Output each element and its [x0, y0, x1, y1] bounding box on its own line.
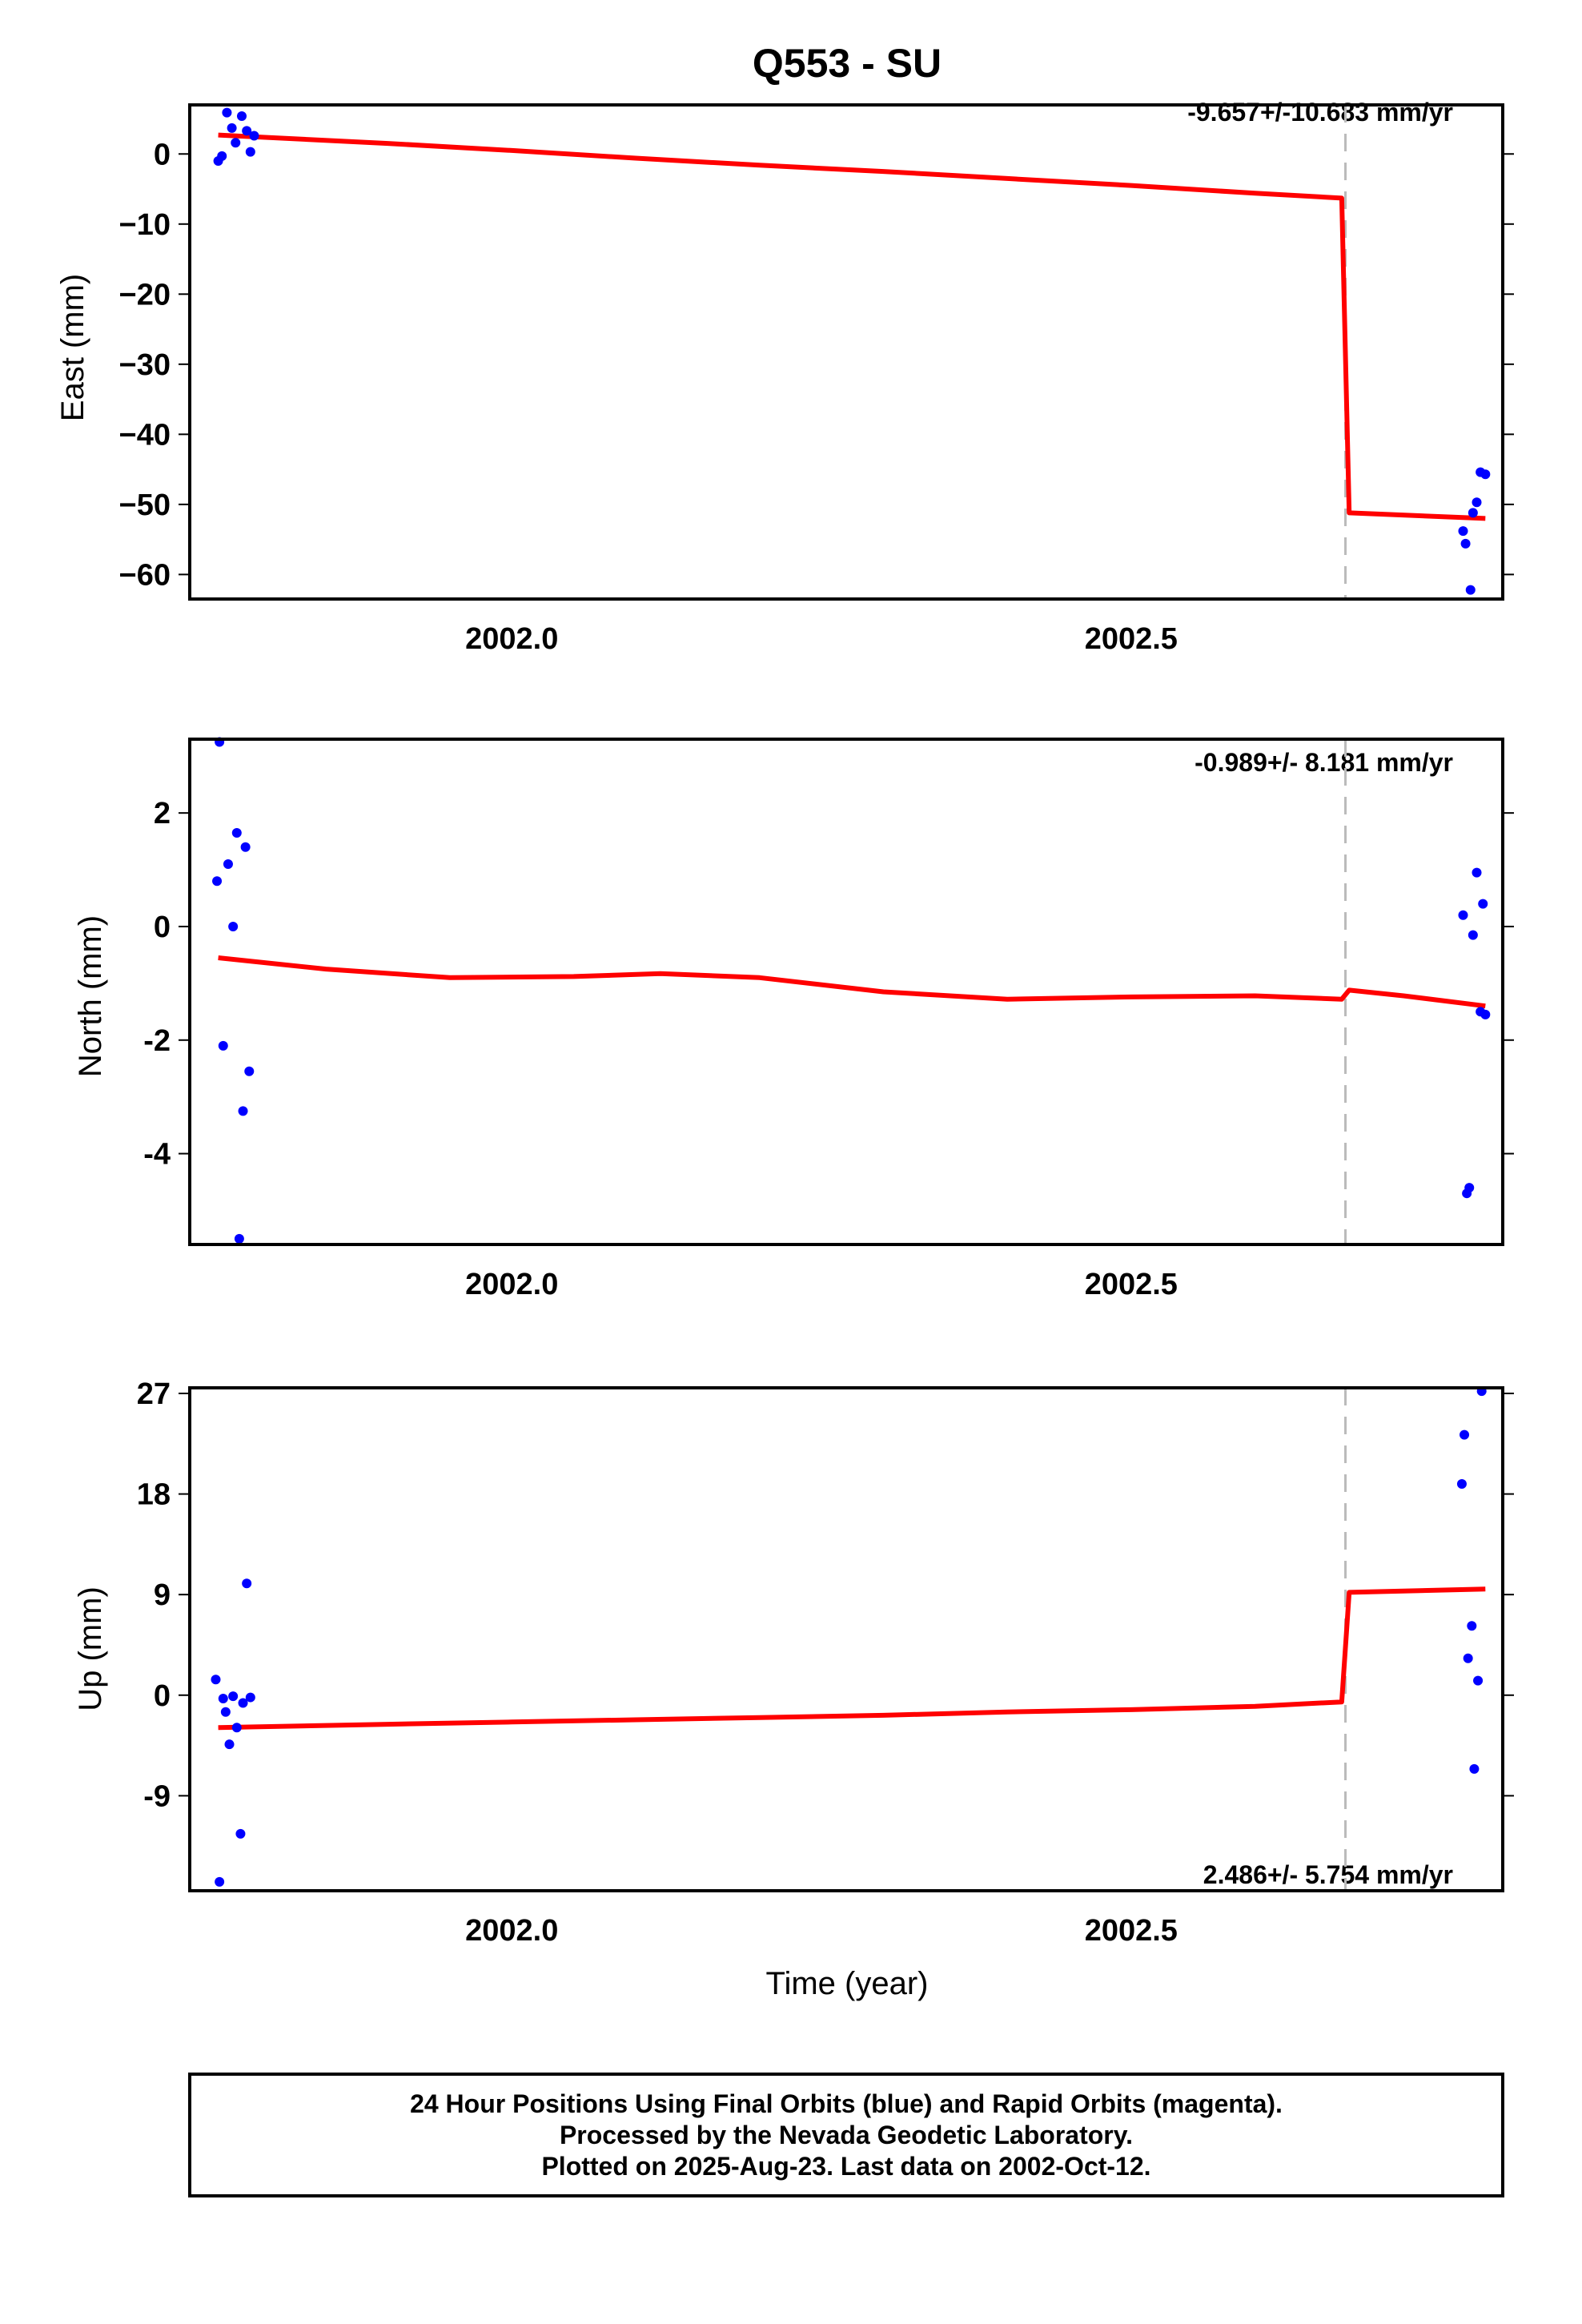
north-data-point — [1478, 899, 1488, 909]
north-data-point — [231, 827, 242, 838]
east-data-point — [245, 147, 255, 157]
footer-frame — [188, 2073, 1504, 2197]
footer-line-2: Processed by the Nevada Geodetic Laborat… — [560, 2121, 1133, 2149]
up-fit-line — [218, 1586, 1486, 1731]
up-data-point — [211, 1675, 221, 1685]
up-data-point — [238, 1698, 248, 1708]
up-data-point — [245, 1692, 255, 1703]
x-axis-label: Time (year) — [766, 1966, 929, 2001]
east-y-tick-label: −20 — [119, 278, 171, 312]
north-x-tick-label: 2002.5 — [1085, 1268, 1178, 1301]
north-data-point — [228, 921, 239, 931]
y-axis-label-north: North (mm) — [73, 915, 108, 1077]
up-data-point — [1456, 1479, 1467, 1490]
up-data-point — [235, 1828, 246, 1839]
north-y-tick-label: -2 — [143, 1024, 171, 1058]
east-data-point — [242, 126, 252, 136]
east-data-point — [217, 151, 227, 161]
panel-north: North (mm) -0.989+/- 8.181 mm/yr 2002.0 2… — [73, 737, 1514, 1301]
east-y-tick-label: −30 — [119, 348, 171, 382]
plot-area-north: 2002.0 2002.5 2 0 -2 -4 — [143, 737, 1514, 1301]
up-data-point — [1463, 1653, 1473, 1663]
rate-label-north: -0.989+/- 8.181 mm/yr — [1195, 748, 1453, 777]
up-data-point — [1473, 1675, 1484, 1686]
north-data-point — [1468, 930, 1478, 940]
east-plot-frame — [188, 103, 1504, 601]
north-data-point — [240, 842, 251, 852]
plot-area-east: 2002.0 2002.5 0 −10 −20 −30 −40 −50 −60 — [119, 103, 1514, 656]
east-data-point — [222, 107, 232, 118]
north-data-point — [1480, 1009, 1491, 1019]
east-data-point — [1472, 497, 1482, 508]
east-y-tick-label: −60 — [119, 558, 171, 592]
east-data-point — [1465, 585, 1476, 595]
north-data-point — [218, 1040, 228, 1051]
up-y-tick-label: 9 — [154, 1578, 171, 1612]
up-y-tick-label: 27 — [137, 1377, 171, 1411]
up-plot-frame — [188, 1386, 1504, 1892]
east-y-tick-label: 0 — [154, 138, 171, 171]
north-data-point — [223, 858, 233, 869]
up-y-tick-label: -9 — [143, 1779, 171, 1813]
east-fit-line — [218, 132, 1486, 521]
east-y-tick-label: −50 — [119, 489, 171, 522]
east-data-point — [1468, 508, 1478, 518]
north-data-point — [1458, 910, 1468, 920]
rate-label-east: -9.657+/-10.683 mm/yr — [1187, 98, 1453, 127]
north-y-tick-label: 2 — [154, 797, 171, 830]
east-data-point — [236, 111, 247, 122]
east-data-point — [1480, 469, 1491, 480]
up-data-point — [1467, 1621, 1477, 1631]
chart-title: Q553 - SU — [753, 41, 942, 86]
east-y-tick-label: −10 — [119, 208, 171, 242]
rate-label-up: 2.486+/- 5.754 mm/yr — [1203, 1860, 1453, 1889]
east-x-tick-label: 2002.5 — [1085, 622, 1178, 656]
up-data-point — [220, 1707, 231, 1717]
up-data-point — [218, 1693, 228, 1703]
north-y-tick-label: 0 — [154, 911, 171, 944]
north-data-point — [244, 1066, 255, 1076]
north-data-point — [212, 876, 223, 887]
y-axis-label-up: Up (mm) — [73, 1586, 108, 1711]
up-data-point — [1460, 1429, 1470, 1440]
east-y-tick-label: −40 — [119, 418, 171, 452]
up-y-tick-label: 18 — [137, 1478, 171, 1512]
up-data-point — [242, 1578, 252, 1589]
panel-up: Up (mm) 2.486+/- 5.754 mm/yr 2002.0 2002.… — [73, 1377, 1514, 1948]
north-data-point — [1464, 1183, 1475, 1193]
north-data-point — [238, 1106, 248, 1116]
east-data-point — [231, 138, 241, 148]
east-x-tick-label: 2002.0 — [465, 622, 558, 656]
up-data-point — [1469, 1763, 1480, 1774]
y-axis-label-east: East (mm) — [55, 274, 90, 421]
east-data-point — [249, 131, 259, 141]
east-data-point — [227, 123, 237, 133]
north-data-point — [234, 1233, 244, 1244]
up-x-tick-label: 2002.5 — [1085, 1914, 1178, 1948]
panel-east: East (mm) -9.657+/-10.683 mm/yr 2002.0 20… — [55, 98, 1514, 656]
up-data-point — [215, 1876, 225, 1887]
up-data-point — [231, 1723, 242, 1733]
footer-box: 24 Hour Positions Using Final Orbits (bl… — [188, 2073, 1504, 2197]
footer-line-1: 24 Hour Positions Using Final Orbits (bl… — [410, 2089, 1283, 2118]
plot-area-up: 2002.0 2002.5 27 18 9 0 -9 — [137, 1377, 1514, 1948]
north-x-tick-label: 2002.0 — [465, 1268, 558, 1301]
up-x-tick-label: 2002.0 — [465, 1914, 558, 1948]
north-y-tick-label: -4 — [143, 1138, 171, 1172]
up-data-point — [224, 1739, 235, 1750]
footer-line-3: Plotted on 2025-Aug-23. Last data on 200… — [541, 2152, 1150, 2181]
east-data-point — [1458, 526, 1468, 537]
east-data-point — [1460, 538, 1471, 549]
north-plot-frame — [188, 738, 1504, 1246]
north-fit-line — [218, 955, 1486, 1009]
up-y-tick-label: 0 — [154, 1679, 171, 1713]
up-data-point — [228, 1691, 239, 1702]
north-data-point — [1472, 867, 1482, 878]
